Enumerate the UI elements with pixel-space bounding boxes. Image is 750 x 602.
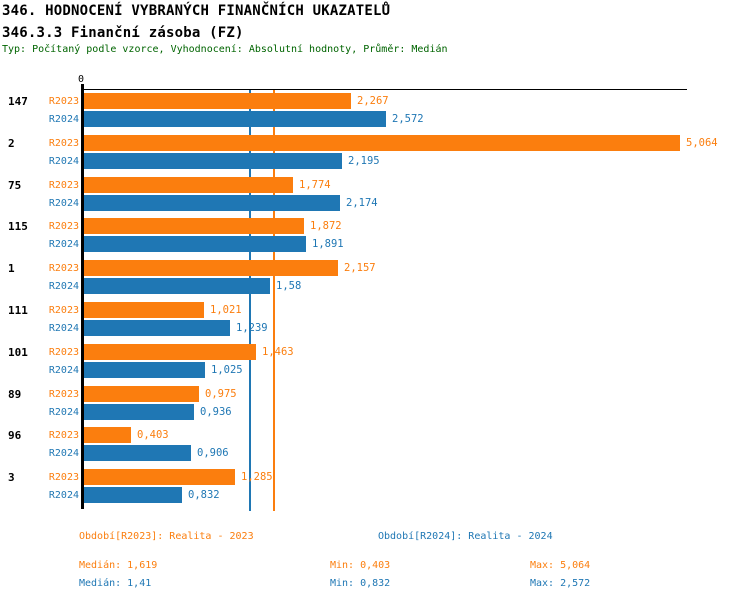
bar-value-label-r2024: 0,906: [197, 447, 229, 459]
row-category-label: 3: [8, 471, 15, 484]
bar-value-label-r2023: 1,872: [310, 220, 342, 232]
series-label-r2024: R2024: [48, 281, 79, 292]
bar-r2024: [84, 445, 191, 461]
bar-value-label-r2023: 2,267: [357, 95, 389, 107]
bar-r2023: [84, 302, 204, 318]
series-label-r2023: R2023: [48, 389, 79, 400]
stat-median-r2024: Medián: 1,41: [79, 578, 152, 589]
series-label-r2024: R2024: [48, 239, 79, 250]
series-label-r2024: R2024: [48, 365, 79, 376]
bar-value-label-r2023: 1,774: [299, 179, 331, 191]
row-category-label: 96: [8, 429, 22, 442]
bar-r2023: [84, 469, 235, 485]
y-axis-line: [81, 84, 84, 509]
series-label-r2024: R2024: [48, 490, 79, 501]
report-title: 346. HODNOCENÍ VYBRANÝCH FINANČNÍCH UKAZ…: [2, 3, 391, 19]
row-category-label: 1: [8, 262, 15, 275]
series-label-r2024: R2024: [48, 156, 79, 167]
x-axis-line: [81, 89, 687, 90]
bar-value-label-r2023: 2,157: [344, 262, 376, 274]
row-category-label: 111: [8, 304, 28, 317]
bar-value-label-r2023: 1,285: [241, 471, 273, 483]
row-category-label: 115: [8, 220, 28, 233]
bar-r2023: [84, 218, 304, 234]
bar-r2024: [84, 404, 194, 420]
bar-value-label-r2024: 1,891: [312, 238, 344, 250]
series-label-r2023: R2023: [48, 138, 79, 149]
bar-r2023: [84, 427, 131, 443]
series-label-r2024: R2024: [48, 198, 79, 209]
bar-value-label-r2023: 5,064: [686, 137, 718, 149]
bar-value-label-r2024: 1,025: [211, 364, 243, 376]
row-category-label: 101: [8, 346, 28, 359]
median-guide-line-r2023: [273, 90, 275, 511]
bar-value-label-r2024: 2,572: [392, 113, 424, 125]
stat-median-r2023: Medián: 1,619: [79, 560, 158, 571]
bar-r2023: [84, 386, 199, 402]
stat-max-r2024: Max: 2,572: [530, 578, 591, 589]
bar-r2023: [84, 177, 293, 193]
median-guide-line-r2024: [249, 90, 251, 511]
bar-r2024: [84, 111, 386, 127]
bar-r2024: [84, 487, 182, 503]
series-label-r2023: R2023: [48, 305, 79, 316]
stat-min-r2024: Min: 0,832: [330, 578, 391, 589]
bar-r2023: [84, 344, 256, 360]
x-axis-zero-tick-label: 0: [77, 74, 85, 85]
series-label-r2023: R2023: [48, 472, 79, 483]
bar-r2024: [84, 320, 230, 336]
bar-value-label-r2024: 0,936: [200, 406, 232, 418]
stat-min-r2023: Min: 0,403: [330, 560, 391, 571]
bar-r2023: [84, 260, 338, 276]
bar-r2023: [84, 93, 351, 109]
bar-r2024: [84, 153, 342, 169]
legend-period-r2023: Období[R2023]: Realita - 2023: [79, 531, 254, 542]
legend-period-r2024: Období[R2024]: Realita - 2024: [378, 531, 553, 542]
row-category-label: 147: [8, 95, 28, 108]
stat-max-r2023: Max: 5,064: [530, 560, 591, 571]
bar-value-label-r2023: 0,403: [137, 429, 169, 441]
row-category-label: 2: [8, 137, 15, 150]
series-label-r2023: R2023: [48, 347, 79, 358]
bar-r2024: [84, 278, 270, 294]
bar-r2024: [84, 362, 205, 378]
bar-value-label-r2023: 1,021: [210, 304, 242, 316]
series-label-r2023: R2023: [48, 221, 79, 232]
bar-r2024: [84, 236, 306, 252]
chart-title: 346.3.3 Finanční zásoba (FZ): [2, 25, 244, 41]
series-label-r2024: R2024: [48, 114, 79, 125]
bar-value-label-r2023: 1,463: [262, 346, 294, 358]
row-category-label: 89: [8, 388, 22, 401]
series-label-r2024: R2024: [48, 448, 79, 459]
row-category-label: 75: [8, 179, 22, 192]
series-label-r2024: R2024: [48, 407, 79, 418]
bar-r2023: [84, 135, 680, 151]
bar-value-label-r2024: 2,174: [346, 197, 378, 209]
series-label-r2024: R2024: [48, 323, 79, 334]
bar-value-label-r2024: 1,58: [276, 280, 302, 292]
bar-value-label-r2024: 1,239: [236, 322, 268, 334]
series-label-r2023: R2023: [48, 96, 79, 107]
chart-subtitle: Typ: Počítaný podle vzorce, Vyhodnocení:…: [2, 44, 448, 55]
series-label-r2023: R2023: [48, 180, 79, 191]
series-label-r2023: R2023: [48, 263, 79, 274]
bar-value-label-r2024: 2,195: [348, 155, 380, 167]
bar-r2024: [84, 195, 340, 211]
bar-value-label-r2023: 0,975: [205, 388, 237, 400]
series-label-r2023: R2023: [48, 430, 79, 441]
bar-value-label-r2024: 0,832: [188, 489, 220, 501]
